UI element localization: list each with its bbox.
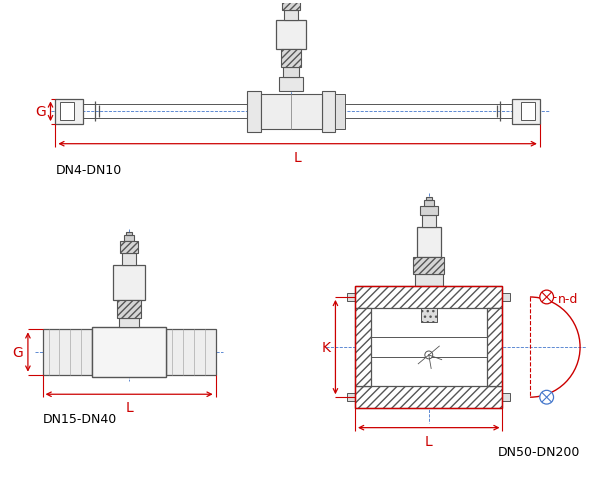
Bar — [322, 92, 335, 132]
Bar — [355, 287, 502, 308]
Bar — [424, 200, 434, 206]
Bar — [512, 99, 540, 125]
Bar — [277, 21, 306, 50]
Bar — [122, 253, 136, 265]
Bar — [355, 287, 502, 408]
Bar — [284, 11, 298, 21]
Bar — [126, 233, 132, 236]
Bar — [415, 275, 443, 287]
Bar — [124, 236, 134, 241]
Bar — [280, 78, 303, 92]
Bar — [521, 103, 535, 121]
Bar — [420, 206, 437, 216]
Bar — [43, 330, 92, 375]
Bar — [347, 394, 355, 401]
Bar — [283, 0, 300, 11]
Bar — [335, 95, 345, 130]
Bar — [281, 50, 301, 68]
Bar — [120, 241, 138, 253]
Text: DN50-DN200: DN50-DN200 — [497, 445, 580, 458]
Bar — [502, 394, 511, 401]
Bar — [417, 228, 440, 257]
Bar — [283, 68, 299, 78]
Bar — [92, 328, 166, 377]
Bar — [61, 103, 74, 121]
Text: G: G — [12, 345, 23, 359]
Bar — [421, 308, 437, 322]
Bar — [247, 92, 261, 132]
Bar — [355, 386, 502, 408]
Text: G: G — [35, 105, 46, 119]
Bar — [487, 308, 502, 386]
Circle shape — [540, 391, 554, 404]
Text: L: L — [294, 150, 301, 164]
Bar — [166, 330, 215, 375]
Bar — [347, 293, 355, 301]
Text: L: L — [125, 400, 133, 414]
Circle shape — [540, 290, 554, 304]
Bar — [413, 257, 445, 275]
Bar — [422, 216, 436, 228]
Bar — [55, 99, 83, 125]
Text: DN4-DN10: DN4-DN10 — [55, 164, 122, 177]
Text: L: L — [425, 433, 433, 448]
Text: DN15-DN40: DN15-DN40 — [43, 412, 117, 425]
Bar — [261, 95, 322, 130]
Bar — [355, 308, 371, 386]
Bar — [119, 318, 139, 328]
Bar — [118, 300, 141, 318]
Text: n-d: n-d — [557, 293, 578, 306]
Bar — [371, 308, 487, 386]
Bar — [113, 265, 145, 300]
Bar — [426, 197, 432, 200]
Circle shape — [425, 351, 433, 359]
Bar — [502, 293, 511, 301]
Text: K: K — [322, 340, 331, 354]
